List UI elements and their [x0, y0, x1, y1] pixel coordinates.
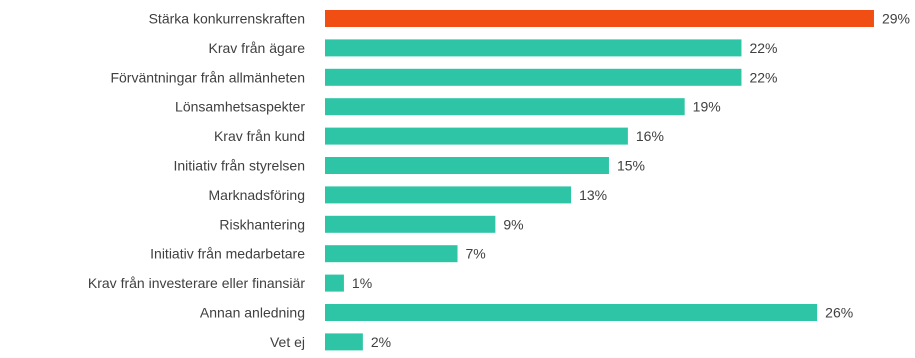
- category-label-8: Initiativ från medarbetare: [150, 246, 305, 262]
- value-label-10: 26%: [825, 305, 853, 321]
- category-label-1: Krav från ägare: [209, 40, 306, 56]
- bar-7: [325, 215, 496, 233]
- value-label-6: 13%: [579, 187, 607, 203]
- category-label-5: Initiativ från styrelsen: [174, 158, 306, 174]
- category-label-2: Förväntningar från allmänheten: [110, 69, 305, 85]
- value-label-5: 15%: [617, 158, 645, 174]
- bar-10: [325, 304, 818, 321]
- bar-2: [325, 68, 742, 86]
- bar-3: [325, 98, 685, 116]
- bar-6: [325, 186, 572, 204]
- bar-1: [325, 39, 742, 57]
- value-label-2: 22%: [749, 69, 777, 85]
- category-label-10: Annan anledning: [200, 305, 305, 321]
- value-label-11: 2%: [371, 334, 391, 350]
- category-label-9: Krav från investerare eller finansiär: [88, 275, 305, 291]
- value-label-7: 9%: [503, 216, 523, 232]
- value-label-8: 7%: [466, 246, 486, 262]
- bar-9: [325, 274, 344, 292]
- bar-4: [325, 127, 628, 145]
- category-label-3: Lönsamhetsaspekter: [175, 99, 305, 115]
- value-label-3: 19%: [693, 99, 721, 115]
- category-label-11: Vet ej: [270, 334, 305, 350]
- category-label-4: Krav från kund: [214, 128, 305, 144]
- bar-5: [325, 157, 609, 174]
- value-label-1: 22%: [749, 40, 777, 56]
- category-label-0: Stärka konkurrenskraften: [149, 11, 305, 27]
- bar-11: [325, 333, 363, 351]
- category-label-6: Marknadsföring: [209, 187, 306, 203]
- category-label-7: Riskhantering: [219, 216, 305, 232]
- value-label-0: 29%: [882, 11, 910, 27]
- bar-0: [325, 10, 874, 27]
- value-label-4: 16%: [636, 128, 664, 144]
- bar-8: [325, 245, 458, 263]
- value-label-9: 1%: [352, 275, 372, 291]
